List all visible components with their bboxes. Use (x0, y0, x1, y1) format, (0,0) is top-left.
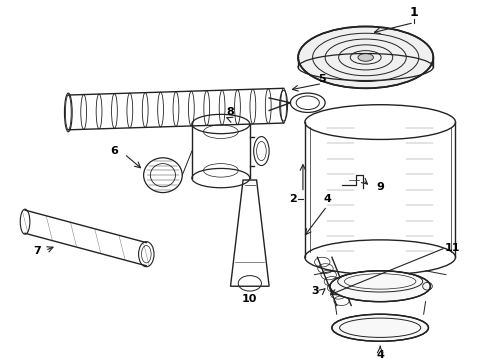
Ellipse shape (298, 27, 433, 88)
Text: 11: 11 (445, 243, 460, 253)
Text: 10: 10 (242, 294, 258, 304)
Text: 8: 8 (227, 107, 234, 117)
Text: 3: 3 (312, 286, 319, 296)
Ellipse shape (330, 271, 430, 302)
Text: 7: 7 (33, 246, 41, 256)
Text: 5: 5 (318, 74, 326, 84)
Text: 9: 9 (376, 182, 384, 192)
Text: 4: 4 (376, 350, 384, 360)
Text: 6: 6 (111, 146, 119, 156)
Text: 2: 2 (290, 194, 297, 204)
Text: 1: 1 (410, 6, 418, 19)
Text: 4: 4 (323, 194, 331, 204)
Ellipse shape (332, 314, 428, 341)
Ellipse shape (358, 54, 373, 61)
